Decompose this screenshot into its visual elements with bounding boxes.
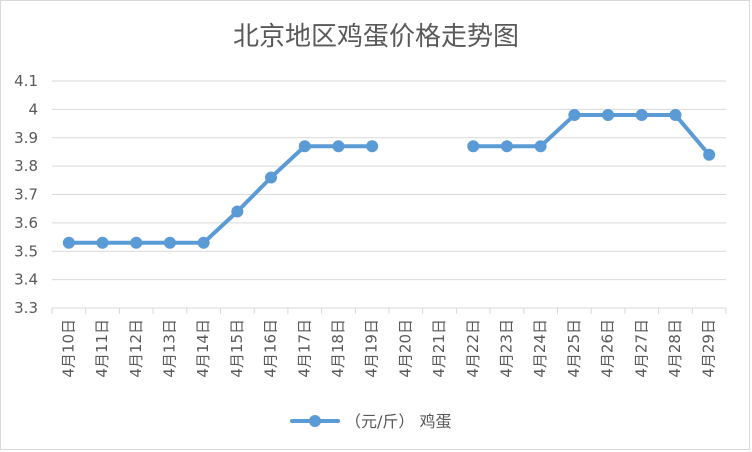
x-tick-label-14: 4月24日 — [531, 319, 549, 378]
x-tick-label-0: 4月10日 — [59, 319, 77, 378]
series-layer — [62, 109, 716, 249]
data-point-0-7 — [298, 140, 311, 153]
x-tick-label-7: 4月17日 — [295, 319, 313, 378]
data-point-0-4 — [197, 236, 210, 249]
data-point-0-18 — [669, 109, 682, 122]
x-tick-label-15: 4月25日 — [565, 319, 583, 378]
axis-layer: 3.3 3.4 3.5 3.6 3.7 3.8 3.9 4 4.1 4月10日 4月11日 4月12日… — [14, 72, 727, 378]
legend-label-0: （元/斤） 鸡蛋 — [345, 412, 451, 431]
x-tick-label-3: 4月13日 — [160, 319, 178, 378]
x-tick-label-19: 4月29日 — [700, 319, 718, 378]
y-tick-label-3-5: 3.5 — [14, 242, 38, 260]
x-tick-label-9: 4月19日 — [363, 319, 381, 378]
y-tick-label-3-3: 3.3 — [14, 299, 38, 317]
chart-title: 北京地区鸡蛋价格走势图 — [233, 22, 519, 52]
x-tick-label-11: 4月21日 — [430, 319, 448, 378]
data-point-0-13 — [500, 140, 513, 153]
grid-layer — [52, 80, 726, 309]
y-tick-label-3-7: 3.7 — [14, 186, 38, 204]
data-point-0-0 — [62, 236, 75, 249]
data-point-0-12 — [467, 140, 480, 153]
data-point-0-5 — [231, 205, 244, 218]
data-point-0-19 — [703, 148, 716, 161]
y-tick-label-3-9: 3.9 — [14, 129, 38, 147]
x-tick-label-13: 4月23日 — [497, 319, 515, 378]
x-tick-label-2: 4月12日 — [127, 319, 145, 378]
x-tick-label-16: 4月26日 — [599, 319, 617, 378]
data-point-0-9 — [366, 140, 379, 153]
x-tick-label-8: 4月18日 — [329, 319, 347, 378]
data-point-0-17 — [635, 109, 648, 122]
data-point-0-16 — [602, 109, 615, 122]
x-tick-label-10: 4月20日 — [396, 319, 414, 378]
x-tick-label-18: 4月28日 — [666, 319, 684, 378]
series-line-0 — [66, 113, 712, 245]
data-point-0-14 — [534, 140, 547, 153]
y-tick-label-4-1: 4.1 — [14, 72, 38, 90]
y-tick-label-3-6: 3.6 — [14, 214, 38, 232]
x-tick-label-5: 4月15日 — [228, 319, 246, 378]
y-tick-label-3-4: 3.4 — [14, 271, 38, 289]
y-tick-label-4: 4 — [28, 100, 38, 118]
x-tick-label-6: 4月16日 — [262, 319, 280, 378]
data-point-0-3 — [163, 236, 176, 249]
x-tick-label-4: 4月14日 — [194, 319, 212, 378]
x-tick-label-17: 4月27日 — [632, 319, 650, 378]
data-point-0-8 — [332, 140, 345, 153]
data-point-0-1 — [96, 236, 109, 249]
data-point-0-2 — [130, 236, 143, 249]
y-tick-label-3-8: 3.8 — [14, 157, 38, 175]
legend-marker-0 — [309, 415, 321, 427]
x-tick-label-1: 4月11日 — [93, 319, 111, 378]
data-point-0-15 — [568, 109, 581, 122]
data-point-0-6 — [265, 171, 278, 184]
legend: （元/斤） 鸡蛋 — [290, 412, 451, 431]
x-tick-label-12: 4月22日 — [464, 319, 482, 378]
